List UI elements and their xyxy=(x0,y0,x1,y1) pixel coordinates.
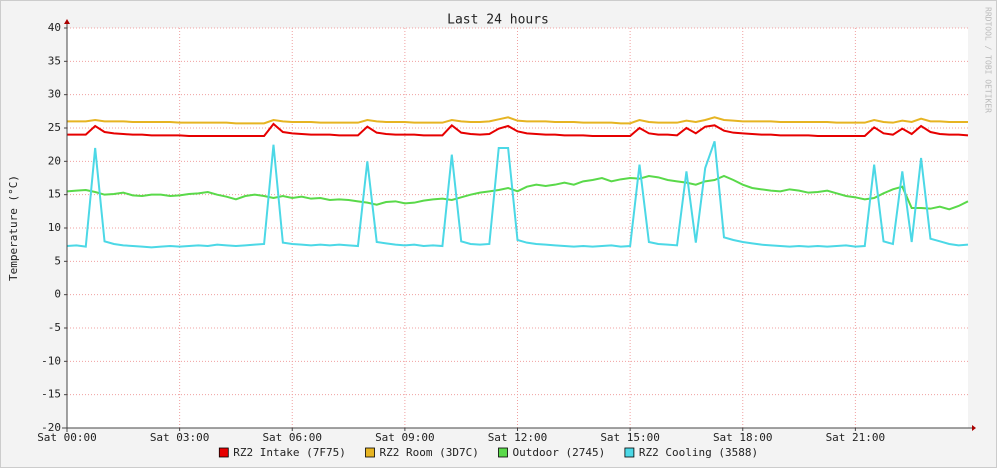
series-line xyxy=(67,122,969,137)
legend-swatch xyxy=(498,447,508,458)
x-tick-label: Sat 06:00 xyxy=(262,431,322,444)
y-tick-label: -10 xyxy=(41,354,61,367)
series-line xyxy=(67,116,968,125)
y-tick-label: 35 xyxy=(48,54,61,67)
legend-swatch xyxy=(624,447,635,458)
x-tick-label: Sat 15:00 xyxy=(600,431,660,444)
watermark: RRDTOOL / TOBI OETIKER xyxy=(984,7,993,113)
y-arrow xyxy=(64,19,70,24)
y-tick-label: 15 xyxy=(48,188,61,201)
x-tick-label: Sat 18:00 xyxy=(713,431,773,444)
legend-label: RZ2 Cooling (3588) xyxy=(639,446,758,459)
x-tick-label: Sat 09:00 xyxy=(375,431,435,444)
legend-label: RZ2 Room (3D7C) xyxy=(380,446,479,459)
y-tick-label: -5 xyxy=(48,321,61,334)
legend-label: Outdoor (2745) xyxy=(513,446,606,459)
x-tick-label: Sat 21:00 xyxy=(826,431,886,444)
legend-swatch xyxy=(365,447,375,458)
legend-swatch xyxy=(218,447,229,458)
series-line xyxy=(66,140,969,249)
y-tick-label: 30 xyxy=(48,88,61,101)
legend-label: RZ2 Intake (7F75) xyxy=(233,446,346,459)
legend: RZ2 Intake (7F75) RZ2 Room (3D7C) Outdoor … xyxy=(218,446,758,459)
y-tick-label: 20 xyxy=(48,154,61,167)
y-tick-label: -20 xyxy=(41,421,61,434)
grid xyxy=(66,27,968,429)
y-tick-label: 25 xyxy=(48,121,61,134)
series-line xyxy=(66,174,969,211)
y-tick-label: 10 xyxy=(48,221,61,234)
x-arrow xyxy=(972,425,976,431)
x-tick-label: Sat 12:00 xyxy=(488,431,548,444)
chart-title: Last 24 hours xyxy=(447,13,549,28)
x-tick-label: Sat 00:00 xyxy=(37,431,97,444)
y-tick-label: 5 xyxy=(54,254,61,267)
series-lines xyxy=(66,116,969,249)
y-tick-label: 0 xyxy=(54,288,61,301)
y-tick-label: -15 xyxy=(41,388,61,401)
x-tick-label: Sat 03:00 xyxy=(150,431,210,444)
y-axis-label: Temperature (°C) xyxy=(7,175,20,281)
y-tick-label: 40 xyxy=(48,21,61,34)
axes: -20 -15 -10 -5 0 5 10 15 20 25 30 35 40 Sat 00:00 Sat … xyxy=(37,19,976,444)
